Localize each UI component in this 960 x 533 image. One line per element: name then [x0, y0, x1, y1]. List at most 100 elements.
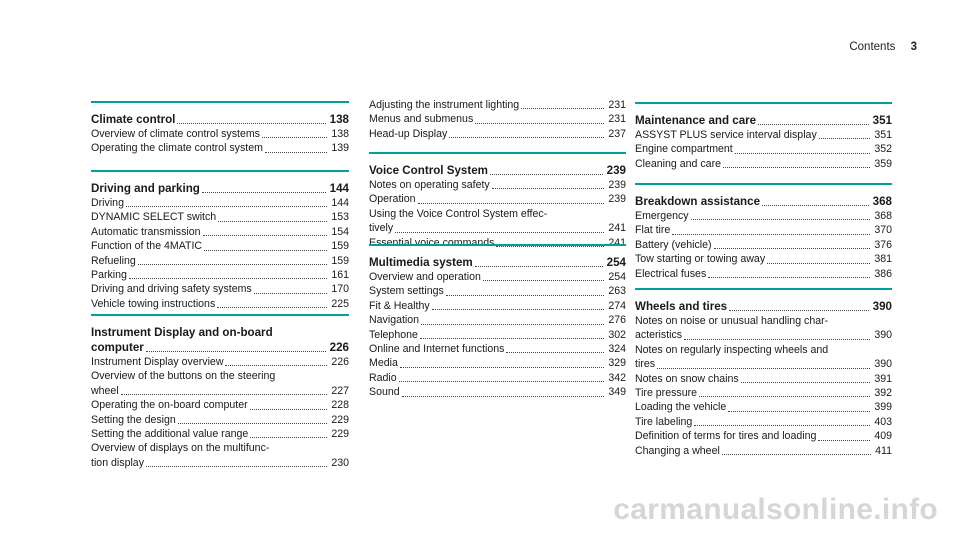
- toc-entry-line2: tires 390: [635, 357, 892, 371]
- toc-entry[interactable]: Flat tire 370: [635, 223, 892, 237]
- toc-section: Climate control 138 Overview of climate co…: [91, 101, 349, 156]
- toc-entry[interactable]: Cleaning and care 359: [635, 157, 892, 171]
- toc-entry[interactable]: Using the Voice Control System effec-tiv…: [369, 207, 626, 236]
- toc-entry[interactable]: Driving 144: [91, 196, 349, 210]
- toc-entry[interactable]: Vehicle towing instructions 225: [91, 297, 349, 311]
- toc-entry[interactable]: Driving and driving safety systems 170: [91, 282, 349, 296]
- toc-entry-page: 349: [608, 386, 626, 399]
- toc-entry-page: 138: [329, 113, 349, 126]
- toc-entry[interactable]: Electrical fuses 386: [635, 267, 892, 281]
- toc-entry[interactable]: Online and Internet functions 324: [369, 342, 626, 356]
- toc-entry-page: 239: [606, 164, 626, 177]
- toc-entry[interactable]: Emergency 368: [635, 209, 892, 223]
- toc-chapter-heading[interactable]: Voice Control System 239: [369, 163, 626, 178]
- toc-entry[interactable]: Media 329: [369, 356, 626, 370]
- toc-entry[interactable]: Operating the on-board computer 228: [91, 398, 349, 412]
- toc-entry[interactable]: Overview and operation 254: [369, 270, 626, 284]
- toc-entry-title: tion display: [91, 456, 144, 469]
- toc-entry-title: Menus and submenus: [369, 113, 474, 126]
- toc-entry[interactable]: Notes on noise or unusual handling char-…: [635, 314, 892, 343]
- toc-entry[interactable]: Telephone 302: [369, 328, 626, 342]
- toc-entry[interactable]: Overview of the buttons on the steering w…: [91, 369, 349, 398]
- toc-entry[interactable]: Tow starting or towing away 381: [635, 252, 892, 266]
- toc-entry[interactable]: Operation 239: [369, 192, 626, 206]
- toc-entry-title: Navigation: [369, 314, 420, 327]
- toc-entry-title: acteristics: [635, 329, 683, 342]
- toc-entry[interactable]: System settings 263: [369, 284, 626, 298]
- toc-entry[interactable]: Parking 161: [91, 268, 349, 282]
- dot-leader: [250, 436, 328, 439]
- toc-entry[interactable]: Notes on snow chains 391: [635, 372, 892, 386]
- toc-entry-title: ASSYST PLUS service interval display: [635, 129, 817, 141]
- section-divider: [635, 183, 892, 185]
- toc-entry[interactable]: Menus and submenus 231: [369, 112, 626, 126]
- toc-entry-title: Battery (vehicle): [635, 238, 712, 251]
- toc-entry[interactable]: Adjusting the instrument lighting 231: [369, 98, 626, 112]
- dot-leader: [721, 453, 872, 456]
- toc-entry-page: 237: [608, 127, 626, 140]
- toc-chapter-heading[interactable]: Instrument Display and on-board computer 2…: [91, 325, 349, 355]
- toc-entry-page: 254: [608, 271, 626, 283]
- toc-entry-title: Operating the climate control system: [91, 142, 263, 155]
- toc-entry-title: Multimedia system: [369, 256, 473, 269]
- toc-entry[interactable]: Engine compartment 352: [635, 142, 892, 156]
- toc-chapter-heading[interactable]: Multimedia system 254: [369, 255, 626, 270]
- toc-entry-title: Media: [369, 357, 398, 370]
- toc-entry[interactable]: ASSYST PLUS service interval display 351: [635, 128, 892, 142]
- toc-entry[interactable]: Battery (vehicle) 376: [635, 238, 892, 252]
- dot-leader: [728, 410, 871, 412]
- toc-entry[interactable]: Radio 342: [369, 371, 626, 385]
- dot-leader: [146, 465, 328, 468]
- toc-entry-title: Parking: [91, 269, 127, 282]
- toc-entry[interactable]: Instrument Display overview 226: [91, 355, 349, 369]
- dot-leader: [491, 187, 605, 190]
- toc-entry-title: Maintenance and care: [635, 114, 757, 127]
- toc-entry-page: 368: [874, 210, 892, 222]
- toc-entry[interactable]: Definition of terms for tires and loadin…: [635, 429, 892, 443]
- toc-entry[interactable]: Tire labeling 403: [635, 415, 892, 429]
- toc-entry-title: Breakdown assistance: [635, 195, 761, 208]
- dot-leader: [419, 337, 605, 340]
- toc-chapter-heading[interactable]: Wheels and tires 390: [635, 299, 892, 314]
- dot-leader: [431, 308, 605, 311]
- toc-entry[interactable]: Overview of climate control systems 138: [91, 127, 349, 141]
- header-title: Contents: [849, 41, 896, 53]
- toc-entry[interactable]: DYNAMIC SELECT switch 153: [91, 210, 349, 224]
- toc-entry[interactable]: Tire pressure 392: [635, 386, 892, 400]
- toc-entry[interactable]: Setting the additional value range 229: [91, 427, 349, 441]
- toc-entry[interactable]: Overview of displays on the multifunc-ti…: [91, 441, 349, 470]
- toc-entry[interactable]: Navigation 276: [369, 313, 626, 327]
- toc-section: Voice Control System 239 Notes on operatin…: [369, 152, 626, 250]
- toc-entry[interactable]: Setting the design 229: [91, 413, 349, 427]
- toc-entry-title: Adjusting the instrument lighting: [369, 99, 520, 111]
- dot-leader: [395, 231, 605, 233]
- toc-entry-title: Tire labeling: [635, 415, 693, 428]
- dot-leader: [253, 292, 328, 294]
- toc-entry[interactable]: Fit & Healthy 274: [369, 299, 626, 313]
- toc-entry[interactable]: Function of the 4MATIC 159: [91, 239, 349, 253]
- toc-entry[interactable]: Operating the climate control system 139: [91, 141, 349, 155]
- toc-entry-title: Emergency: [635, 210, 689, 222]
- dot-leader: [506, 351, 605, 354]
- toc-entry[interactable]: Loading the vehicle 399: [635, 400, 892, 414]
- toc-entry-page: 239: [608, 193, 626, 206]
- toc-entry[interactable]: Head-up Display 237: [369, 127, 626, 141]
- toc-chapter-heading[interactable]: Breakdown assistance 368: [635, 194, 892, 209]
- toc-entry-title: Voice Control System: [369, 164, 488, 177]
- toc-entry[interactable]: Changing a wheel 411: [635, 444, 892, 458]
- toc-entry-page: 390: [874, 358, 892, 371]
- toc-chapter-heading[interactable]: Maintenance and care 351: [635, 113, 892, 128]
- toc-chapter-heading[interactable]: Climate control 138: [91, 112, 349, 127]
- toc-chapter-heading[interactable]: Driving and parking 144: [91, 181, 349, 196]
- toc-entry[interactable]: Sound 349: [369, 385, 626, 399]
- dot-leader: [177, 122, 326, 124]
- toc-entry-title: computer: [91, 341, 144, 354]
- toc-entry-title: Changing a wheel: [635, 444, 720, 457]
- toc-entry[interactable]: Notes on operating safety 239: [369, 178, 626, 192]
- toc-entry-title: Climate control: [91, 113, 176, 126]
- toc-entry[interactable]: Notes on regularly inspecting wheels and…: [635, 343, 892, 372]
- toc-entry[interactable]: Refueling 159: [91, 254, 349, 268]
- toc-entry-page: 324: [608, 343, 626, 356]
- toc-entry[interactable]: Automatic transmission 154: [91, 225, 349, 239]
- toc-entry-page: 159: [331, 254, 349, 267]
